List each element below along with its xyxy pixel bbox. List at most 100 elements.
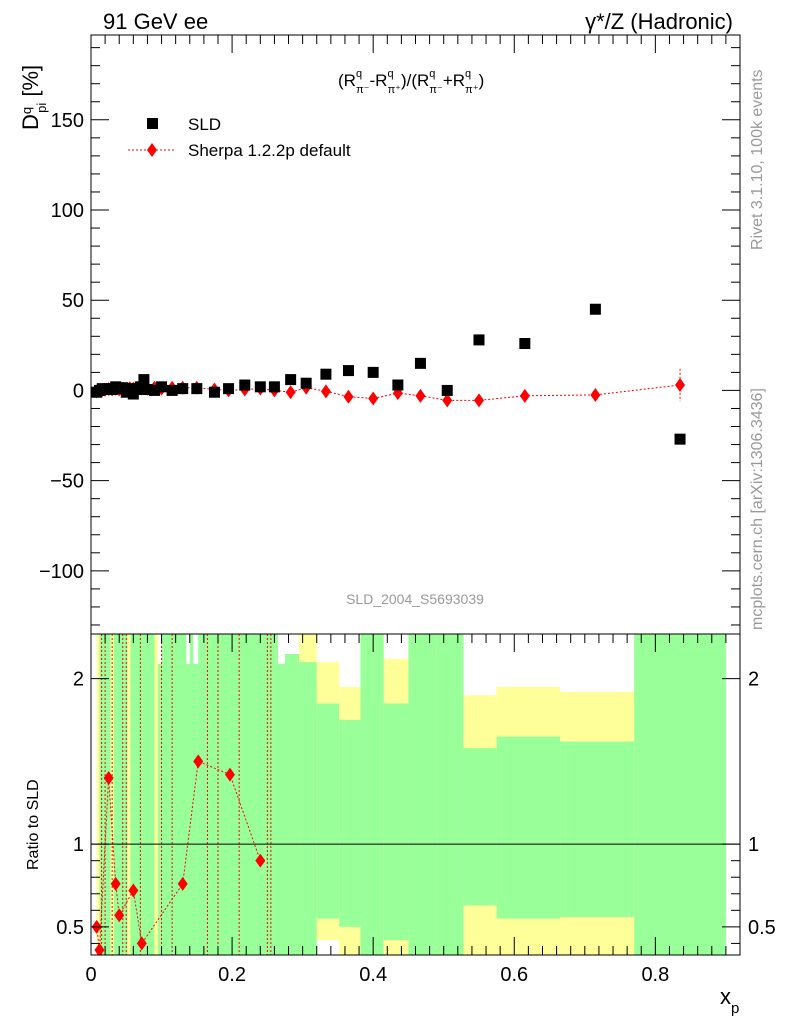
ratio-sherpa-point bbox=[114, 908, 125, 923]
ratio-ytick-label-right: 1 bbox=[748, 834, 759, 856]
ratio-band-strip bbox=[96, 634, 100, 955]
ratio-band-green bbox=[436, 634, 464, 955]
analysis-label: SLD_2004_S5693039 bbox=[346, 591, 484, 607]
sld-point bbox=[589, 303, 601, 315]
sherpa-point bbox=[415, 388, 426, 403]
ratio-xtick-label: 0.6 bbox=[500, 964, 528, 986]
ratio-sherpa-point bbox=[136, 936, 147, 951]
ratio-band-strip bbox=[154, 634, 159, 955]
sherpa-point bbox=[343, 389, 354, 404]
sld-point bbox=[320, 368, 332, 380]
header-right-title: γ*/Z (Hadronic) bbox=[585, 9, 733, 34]
ratio-ytick-label-right: 2 bbox=[748, 669, 759, 691]
rivet-version-label: Rivet 3.1.10, 100k events bbox=[749, 69, 766, 250]
sherpa-point bbox=[320, 384, 331, 399]
sld-point bbox=[674, 433, 686, 445]
ratio-band-green bbox=[496, 736, 561, 919]
main-ytick-label: −50 bbox=[50, 471, 84, 493]
ratio-band-green bbox=[463, 748, 497, 906]
ratio-band-green bbox=[383, 703, 409, 941]
sld-point bbox=[156, 381, 168, 393]
ratio-band-green bbox=[408, 634, 437, 955]
ratio-xtick-label: 0 bbox=[85, 964, 96, 986]
ratio-xtick-label: 0.8 bbox=[641, 964, 669, 986]
sld-point bbox=[191, 383, 203, 395]
main-formula: (Rq π⁻-Rq π⁺)/(Rq π⁻+Rq π⁺) bbox=[338, 68, 484, 96]
sherpa-point bbox=[368, 391, 379, 406]
ratio-band-green bbox=[360, 634, 384, 955]
ratio-xtick-label: 0.4 bbox=[359, 964, 387, 986]
ratio-sherpa-point bbox=[255, 853, 266, 868]
main-ytick-label: 50 bbox=[62, 290, 84, 312]
ratio-ytick-label-right: 0.5 bbox=[748, 917, 776, 939]
sherpa-point bbox=[519, 388, 530, 403]
sld-point bbox=[138, 374, 150, 386]
sld-point bbox=[177, 383, 189, 395]
ratio-sherpa-point bbox=[224, 767, 235, 782]
main-ytick-label: 0 bbox=[73, 380, 84, 402]
header-left-title: 91 GeV ee bbox=[103, 9, 208, 34]
ratio-band-strip bbox=[127, 634, 131, 955]
sld-point bbox=[166, 384, 178, 396]
sherpa-point bbox=[675, 378, 686, 393]
sld-point bbox=[208, 386, 220, 398]
main-ytick-label: 100 bbox=[51, 200, 84, 222]
ratio-band-strip bbox=[158, 634, 300, 955]
ratio-sherpa-point bbox=[128, 883, 139, 898]
main-ytick-label: 150 bbox=[51, 110, 84, 132]
sld-point bbox=[473, 334, 485, 346]
ratio-xlabel: xp bbox=[720, 984, 739, 1017]
sherpa-point bbox=[442, 393, 453, 408]
sld-point bbox=[441, 384, 453, 396]
sld-point bbox=[239, 379, 251, 391]
ratio-band-gap bbox=[277, 634, 285, 664]
legend-sld-marker bbox=[147, 118, 158, 129]
ratio-ylabel: Ratio to SLD bbox=[25, 779, 42, 870]
ratio-band-strip bbox=[99, 634, 106, 955]
ratio-band-strip bbox=[105, 634, 111, 955]
ratio-sherpa-point bbox=[94, 943, 105, 955]
sld-point bbox=[300, 377, 312, 389]
ratio-sherpa-point bbox=[110, 876, 121, 891]
sld-point bbox=[519, 338, 531, 350]
sld-point bbox=[367, 366, 379, 378]
sherpa-point bbox=[590, 387, 601, 402]
ratio-sherpa-point bbox=[177, 876, 188, 891]
ratio-ytick-label: 0.5 bbox=[56, 917, 84, 939]
ratio-sherpa-point bbox=[193, 754, 204, 769]
ratio-band-green bbox=[634, 634, 726, 955]
ratio-band-strip bbox=[130, 634, 155, 955]
ratio-sherpa-point bbox=[103, 770, 114, 785]
legend-sherpa-label: Sherpa 1.2.2p default bbox=[188, 141, 351, 160]
main-ytick-label: −100 bbox=[39, 561, 84, 583]
ratio-band-green bbox=[339, 720, 361, 927]
sld-point bbox=[223, 383, 235, 395]
sld-point bbox=[134, 381, 146, 393]
ratio-band-gap bbox=[284, 634, 300, 654]
sld-point bbox=[392, 379, 404, 391]
ratio-ytick-label: 1 bbox=[73, 834, 84, 856]
sld-point bbox=[141, 384, 153, 396]
ratio-band-gap bbox=[186, 634, 190, 664]
legend: SLD Sherpa 1.2.2p default bbox=[128, 115, 351, 160]
sld-point bbox=[268, 381, 280, 393]
sld-point bbox=[414, 357, 426, 369]
legend-sherpa-marker bbox=[147, 143, 157, 157]
main-panel: −100 −50 0 50 100 150 Dqpi [%] (Rq π⁻-Rq π⁺)/(R… bbox=[18, 34, 741, 635]
sld-point bbox=[342, 365, 354, 377]
legend-sld-label: SLD bbox=[188, 115, 221, 134]
ratio-ytick-label: 2 bbox=[73, 669, 84, 691]
main-ylabel: Dqpi [%] bbox=[18, 65, 49, 130]
ratio-band-green bbox=[560, 741, 635, 917]
ratio-band-green bbox=[299, 662, 317, 955]
ratio-band-gap bbox=[193, 634, 199, 664]
ratio-band-green bbox=[316, 703, 340, 919]
ratio-band-strip bbox=[113, 634, 128, 955]
sherpa-point bbox=[285, 385, 296, 400]
ratio-xtick-label: 0.2 bbox=[218, 964, 246, 986]
sld-point bbox=[148, 384, 160, 396]
ratio-panel: 0.5 0.5 1 1 2 2 0 0.2 0.4 0.6 0.8 Ratio to SLD xp bbox=[25, 633, 776, 1017]
ratio-band-gap bbox=[158, 634, 162, 664]
sherpa-point bbox=[473, 393, 484, 408]
sld-point bbox=[285, 374, 297, 386]
